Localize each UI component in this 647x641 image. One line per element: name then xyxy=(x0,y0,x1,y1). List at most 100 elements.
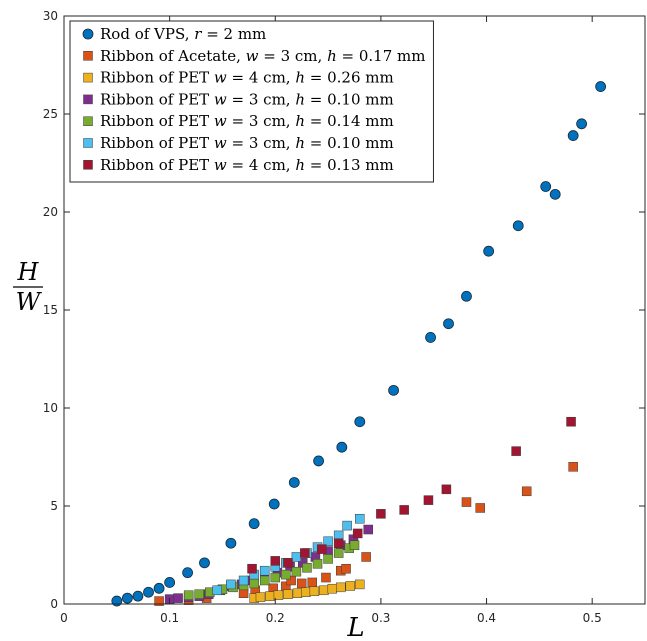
series-5 xyxy=(183,540,360,600)
data-point xyxy=(336,582,346,593)
data-point xyxy=(576,118,588,130)
data-point xyxy=(319,585,329,596)
data-point xyxy=(199,557,210,569)
legend-box xyxy=(69,20,434,183)
series-3 xyxy=(249,579,365,603)
data-point xyxy=(183,590,194,600)
legend-marker xyxy=(83,94,93,105)
data-point xyxy=(483,245,495,257)
data-point xyxy=(313,455,324,467)
data-point xyxy=(512,220,524,232)
data-point xyxy=(173,593,183,603)
data-point xyxy=(540,181,552,192)
data-point xyxy=(255,592,266,602)
data-point xyxy=(567,130,579,141)
data-point xyxy=(154,596,164,606)
legend-label: Rod of VPS, r = 2 mm xyxy=(100,25,266,43)
data-point xyxy=(333,538,344,548)
legend-marker xyxy=(83,72,93,83)
legend-label: Ribbon of PET w = 3 cm, h = 0.10 mm xyxy=(100,134,394,152)
data-point xyxy=(270,556,281,566)
y-axis-label-numerator: H xyxy=(17,258,40,286)
data-point xyxy=(549,188,561,200)
legend-label: Ribbon of Acetate, w = 3 cm, h = 0.17 mm xyxy=(100,47,425,65)
data-point xyxy=(323,536,333,547)
legend: Rod of VPS, r = 2 mm Ribbon of Acetate, w… xyxy=(69,20,434,183)
data-point xyxy=(352,528,363,539)
y-tick-label: 5 xyxy=(50,499,58,513)
legend-label: Ribbon of PET w = 4 cm, h = 0.13 mm xyxy=(100,156,394,174)
data-point xyxy=(283,558,293,568)
data-point xyxy=(292,588,303,598)
data-point xyxy=(225,537,237,549)
data-point xyxy=(111,595,123,607)
data-point xyxy=(345,581,356,591)
data-point xyxy=(336,441,348,453)
data-point xyxy=(595,81,607,92)
x-tick-label: 0 xyxy=(60,611,68,625)
data-point xyxy=(296,578,307,589)
data-point xyxy=(238,575,249,586)
legend-entry: Ribbon of PET w = 3 cm, h = 0.14 mm xyxy=(83,112,394,130)
y-tick-label: 20 xyxy=(43,205,58,219)
data-point xyxy=(286,575,296,586)
legend-entry: Ribbon of PET w = 4 cm, h = 0.13 mm xyxy=(83,156,394,174)
data-point xyxy=(259,575,270,586)
data-point xyxy=(194,589,204,599)
data-point xyxy=(283,589,293,599)
y-tick-label: 30 xyxy=(43,9,58,23)
data-point xyxy=(164,577,176,588)
series-1 xyxy=(111,81,607,607)
y-tick-label: 0 xyxy=(50,597,58,611)
x-tick-label: 0.3 xyxy=(371,611,390,625)
data-point xyxy=(312,559,323,569)
data-point xyxy=(270,572,281,583)
data-point xyxy=(247,563,257,574)
data-point xyxy=(121,592,133,604)
data-point xyxy=(321,572,331,583)
data-point xyxy=(355,513,365,524)
data-point xyxy=(355,579,365,590)
data-point xyxy=(521,486,532,497)
data-point xyxy=(300,548,310,558)
data-point xyxy=(333,548,344,558)
series-7 xyxy=(247,416,576,574)
data-point xyxy=(461,497,472,507)
data-point xyxy=(226,579,236,590)
legend-label: Ribbon of PET w = 3 cm, h = 0.10 mm xyxy=(100,90,394,108)
data-point xyxy=(288,477,300,488)
data-point xyxy=(568,462,578,472)
data-point xyxy=(212,585,222,596)
x-axis-label: L xyxy=(346,613,364,641)
axes: 0 0.1 0.2 0.3 0.4 0.5 0 5 10 15 20 25 30 xyxy=(43,9,646,625)
legend-entry: Ribbon of PET w = 3 cm, h = 0.10 mm xyxy=(83,90,394,108)
data-point xyxy=(273,590,284,600)
data-point xyxy=(265,591,275,601)
data-point xyxy=(307,577,317,588)
data-point xyxy=(302,562,312,573)
data-point xyxy=(327,583,338,594)
data-point xyxy=(443,318,454,330)
legend-marker xyxy=(83,138,93,148)
data-point xyxy=(132,590,144,602)
legend-entry: Ribbon of PET w = 3 cm, h = 0.10 mm xyxy=(83,134,394,152)
data-point xyxy=(301,587,311,597)
data-point xyxy=(361,552,371,562)
data-point xyxy=(281,569,291,580)
legend-entry: Ribbon of PET w = 4 cm, h = 0.26 mm xyxy=(83,69,394,87)
y-tick-label: 25 xyxy=(43,107,58,121)
data-point xyxy=(309,586,320,597)
data-point xyxy=(143,586,154,598)
data-point xyxy=(342,520,352,531)
data-point xyxy=(423,495,434,505)
data-point xyxy=(249,578,259,589)
data-point xyxy=(153,582,165,594)
data-point xyxy=(363,524,373,535)
data-point xyxy=(376,509,386,519)
data-point xyxy=(291,552,302,562)
legend-marker xyxy=(83,51,93,61)
y-tick-label: 10 xyxy=(43,401,58,415)
x-tick-label: 0.1 xyxy=(160,611,179,625)
data-point xyxy=(475,503,485,513)
data-point xyxy=(461,290,472,302)
